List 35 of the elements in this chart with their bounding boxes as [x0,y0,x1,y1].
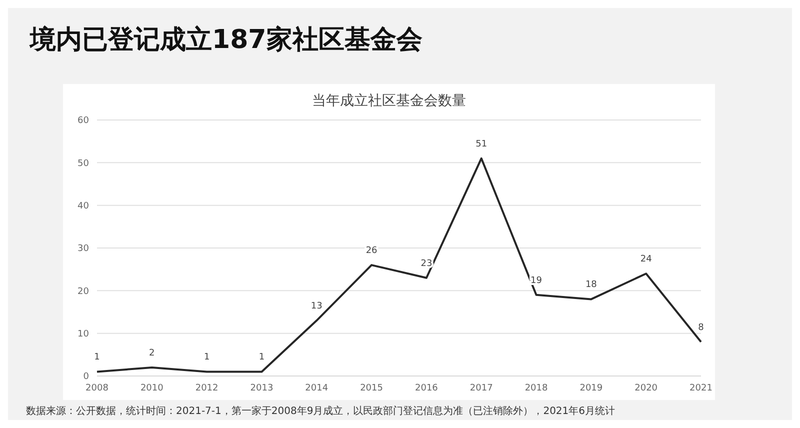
data-label: 24 [640,254,652,265]
x-tick-label: 2020 [634,383,658,394]
line-series [96,157,702,373]
y-tick-label: 50 [78,158,90,169]
x-tick-label: 2021 [690,383,712,394]
x-tick-label: 2019 [580,383,603,394]
data-label: 1 [204,352,210,363]
y-tick-label: 20 [78,286,90,297]
data-label: 51 [476,139,488,150]
data-label: 18 [585,280,598,290]
source-note: 数据来源：公开数据，统计时间：2021-7-1，第一家于2008年9月成立，以民政部门登记信息为准（已注销除外），2021年6月统计 [26,404,616,418]
x-tick-label: 2013 [250,383,274,394]
data-label: 19 [530,276,542,286]
data-label: 23 [420,258,432,269]
x-tick-label: 2014 [305,383,328,394]
y-tick-label: 60 [78,116,90,126]
data-label: 26 [366,246,378,256]
x-tick-label: 2017 [470,383,493,394]
data-label: 13 [310,302,322,312]
y-tick-label: 10 [78,330,90,340]
data-label: 2 [149,348,155,358]
x-tick-label: 2018 [524,383,548,394]
x-tick-label: 2010 [140,383,164,394]
x-tick-label: 2016 [415,383,438,394]
data-label: 1 [258,352,265,363]
y-tick-label: 40 [78,202,90,212]
y-tick-label: 30 [78,244,90,254]
x-tick-label: 2008 [86,383,109,394]
y-tick-label: 0 [83,372,90,382]
data-label: 1 [94,352,100,363]
x-tick-label: 2015 [360,383,383,394]
x-tick-label: 2012 [195,383,218,394]
chart-subtitle: 当年成立社区基金会数量 [311,92,467,110]
data-label: 8 [698,322,704,333]
chart-title: 境内已登记成立187家社区基金会 [30,24,422,57]
